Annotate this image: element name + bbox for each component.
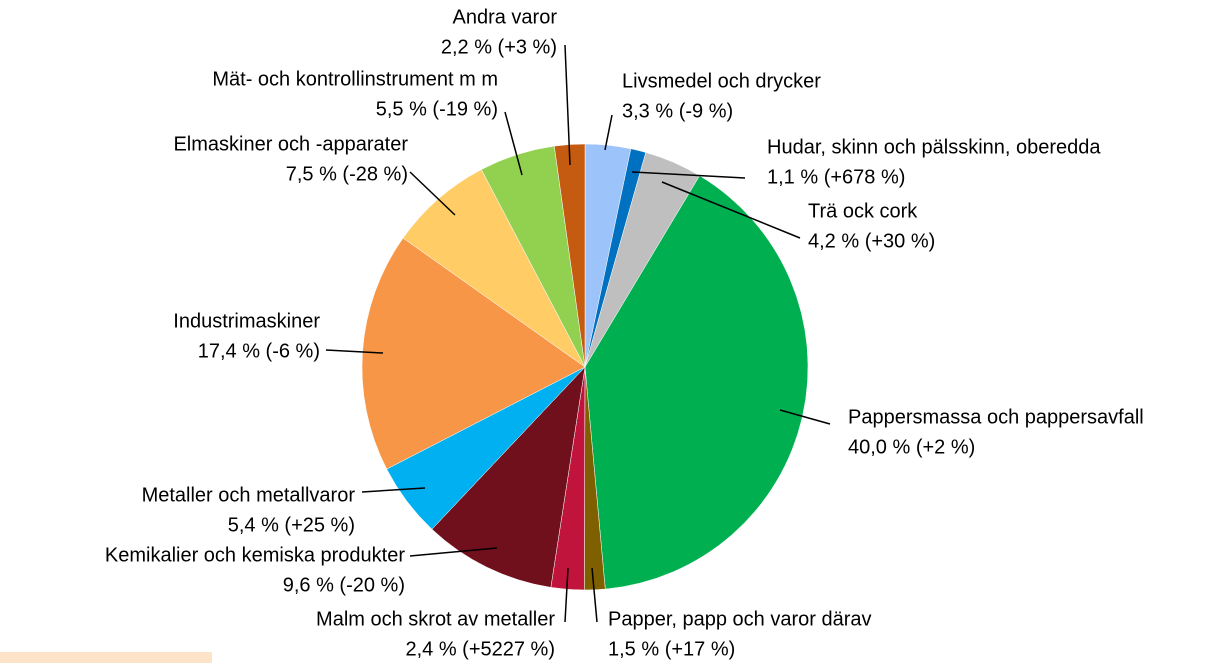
slice-label: Pappersmassa och pappersavfall [848, 406, 1144, 428]
leader-line [779, 409, 831, 425]
leader-line [409, 171, 456, 216]
slice-label: Papper, papp och varor därav [608, 608, 872, 630]
value-label: 2,2 % (+3 %) [441, 36, 557, 58]
slice-label: Metaller och metallvaror [142, 484, 356, 506]
leader-line [661, 181, 801, 239]
pie-slice [431, 366, 586, 588]
leader-line [564, 44, 571, 166]
value-label: 1,1 % (+678 %) [767, 166, 905, 188]
decoration-bar [0, 652, 212, 663]
value-label: 2,4 % (+5227 %) [405, 638, 555, 660]
value-label: 7,5 % (-28 %) [286, 163, 408, 185]
value-label: 3,3 % (-9 %) [622, 100, 733, 122]
value-label: 17,4 % (-6 %) [198, 340, 320, 362]
value-label: 5,4 % (+25 %) [228, 514, 355, 536]
slice-label: Malm och skrot av metaller [316, 608, 555, 630]
value-label: 40,0 % (+2 %) [848, 436, 975, 458]
value-label: 1,5 % (+17 %) [608, 638, 735, 660]
leader-line [564, 567, 569, 623]
value-label: 4,2 % (+30 %) [808, 230, 935, 252]
slice-label: Andra varor [453, 6, 558, 28]
leader-line [631, 171, 746, 179]
slice-label: Trä ock cork [808, 200, 918, 222]
leader-line [361, 487, 426, 493]
value-label: 9,6 % (-20 %) [283, 574, 405, 596]
slice-label: Industrimaskiner [173, 310, 320, 332]
leader-line [325, 349, 384, 354]
slice-label: Kemikalier och kemiska produkter [105, 544, 405, 566]
slice-label: Elmaskiner och -apparater [173, 133, 408, 155]
leader-line [409, 547, 498, 557]
leader-line [504, 111, 523, 176]
slice-label: Hudar, skinn och pälsskinn, oberedda [767, 136, 1101, 158]
slice-label: Livsmedel och drycker [622, 70, 821, 92]
slice-label: Mät- och kontrollinstrument m m [212, 68, 498, 90]
leader-line [591, 567, 598, 623]
leader-line [604, 114, 613, 151]
value-label: 5,5 % (-19 %) [376, 98, 498, 120]
